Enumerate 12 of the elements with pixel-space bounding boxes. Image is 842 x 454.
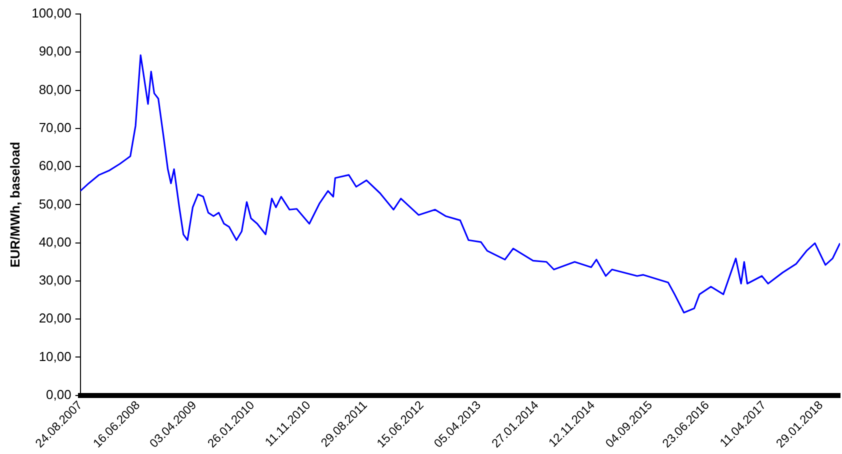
- y-tick-label: 10,00: [38, 348, 72, 364]
- y-tick-label: 40,00: [38, 234, 72, 250]
- y-tick-label: 60,00: [38, 158, 72, 174]
- y-tick-label: 90,00: [38, 44, 72, 59]
- y-tick-label: 30,00: [38, 272, 72, 288]
- y-tick-label: 100,00: [32, 6, 72, 21]
- y-tick-label: 50,00: [38, 196, 72, 212]
- y-axis-title: EUR/MWh, baseload: [7, 142, 22, 268]
- y-tick-label: 80,00: [38, 82, 72, 97]
- y-tick-label: 20,00: [38, 310, 72, 326]
- y-tick-label: 0,00: [46, 386, 72, 402]
- y-tick-label: 70,00: [38, 120, 72, 135]
